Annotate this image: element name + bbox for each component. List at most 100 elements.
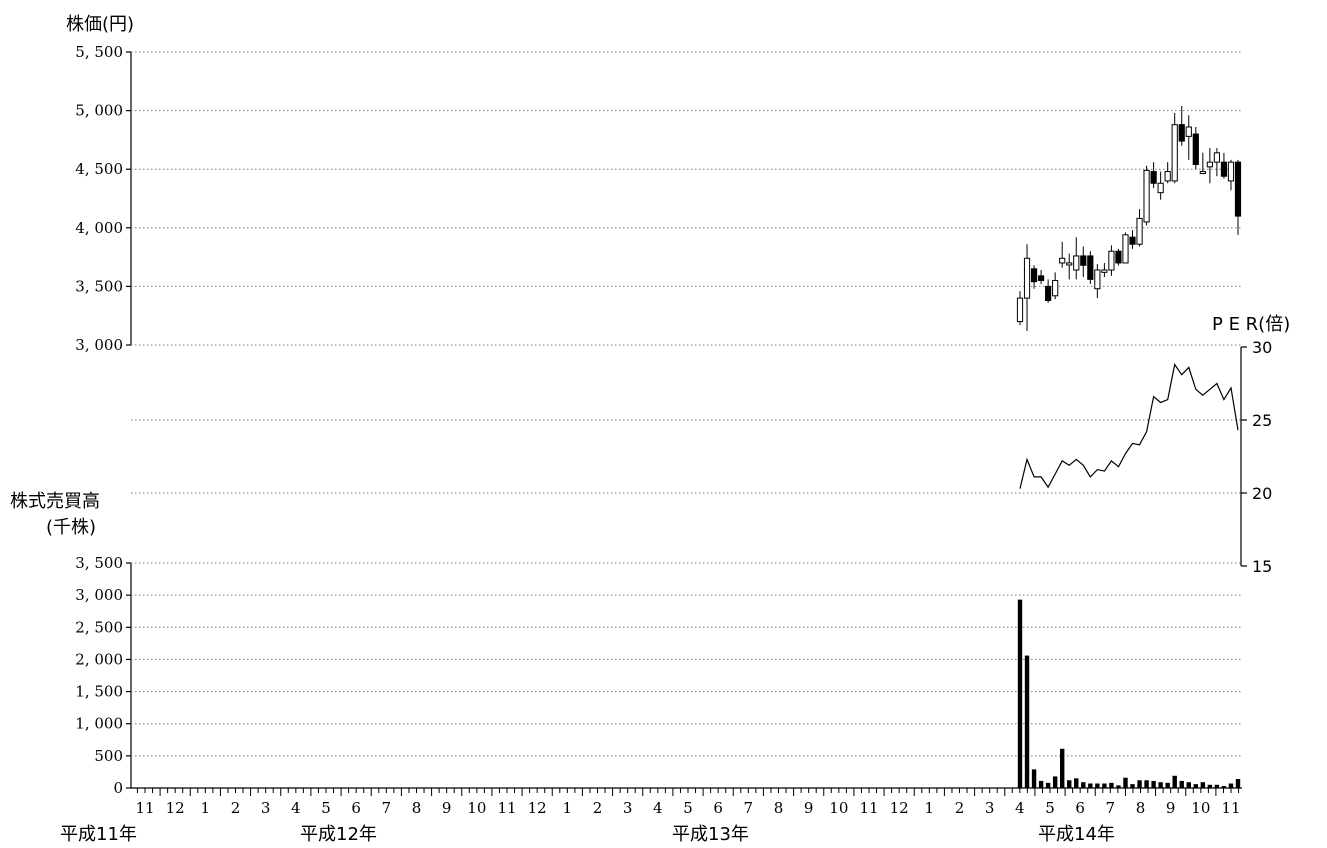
month-axis: 11 12 1 2 3 4 5 6 7 8 9 10 11 12 1 2 3 4 5 6 7 8 9 10 11 12 1 2 3 4 5 6… xyxy=(135,788,1241,817)
month-label: 8 xyxy=(412,799,422,817)
candle-body-up xyxy=(1185,126,1192,137)
price-tick-label: 5, 000 xyxy=(75,102,123,120)
volume-bar xyxy=(1059,748,1065,788)
month-label: 2 xyxy=(955,799,965,817)
price-tick-label: 4, 500 xyxy=(75,160,123,178)
volume-bar xyxy=(1172,775,1177,788)
candle-body-up xyxy=(1059,257,1066,264)
volume-tick-label: 500 xyxy=(94,747,123,765)
price-tick-label: 3, 500 xyxy=(75,277,123,295)
month-label: 5 xyxy=(321,799,331,817)
month-label: 2 xyxy=(231,799,241,817)
volume-bar xyxy=(1095,783,1100,788)
per-axis-title: P E R(倍) xyxy=(1212,314,1290,335)
volume-tick-label: 1, 000 xyxy=(75,715,123,733)
volume-bar xyxy=(1130,784,1135,788)
month-label: 6 xyxy=(713,799,723,817)
candle-body-down xyxy=(1150,171,1157,184)
volume-tick-label: 3, 000 xyxy=(75,586,123,604)
era-labels: 平成11年 平成12年 平成13年 平成14年 xyxy=(60,824,1115,845)
volume-bar xyxy=(1045,782,1051,788)
month-label: 3 xyxy=(261,799,271,817)
candle-body-up xyxy=(1052,280,1059,297)
month-label: 10 xyxy=(467,799,486,817)
volume-bar xyxy=(1151,780,1156,788)
month-label: 11 xyxy=(135,799,154,817)
volume-bar xyxy=(1017,599,1023,788)
volume-bar xyxy=(1186,782,1191,788)
price-tick-label: 4, 000 xyxy=(75,219,123,237)
candle-body-up xyxy=(1143,169,1150,223)
candle-body-down xyxy=(1192,133,1199,166)
volume-bar xyxy=(1024,655,1030,788)
candle-body-up xyxy=(1094,269,1101,290)
candle-body-up xyxy=(1157,182,1164,194)
month-label: 11 xyxy=(859,799,878,817)
volume-tick-label: 1, 500 xyxy=(75,683,123,701)
month-label: 7 xyxy=(1106,799,1116,817)
month-label: 11 xyxy=(497,799,516,817)
candle-body-up xyxy=(1066,262,1073,266)
volume-bar xyxy=(1116,785,1121,788)
per-ticks: 15 20 25 30 xyxy=(1241,338,1272,576)
price-ticks: 3, 000 3, 500 4, 000 4, 500 5, 000 5, 500 xyxy=(75,43,131,354)
candle-body-up xyxy=(1108,250,1115,271)
volume-bar xyxy=(1228,783,1234,788)
volume-tick-label: 2, 000 xyxy=(75,650,123,668)
month-label: 7 xyxy=(744,799,754,817)
month-label: 7 xyxy=(382,799,392,817)
volume-bar xyxy=(1235,779,1241,788)
candle-body-down xyxy=(1087,255,1094,280)
month-label: 1 xyxy=(925,799,935,817)
month-label: 1 xyxy=(201,799,211,817)
per-tick-label: 20 xyxy=(1252,484,1272,503)
per-tick-label: 30 xyxy=(1252,338,1272,357)
volume-bar xyxy=(1102,783,1107,788)
volume-bar xyxy=(1214,784,1220,788)
candle-body-up xyxy=(1101,269,1108,273)
volume-bar xyxy=(1221,786,1227,788)
month-label: 8 xyxy=(1136,799,1146,817)
volume-bar xyxy=(1144,780,1149,788)
volume-bar xyxy=(1207,784,1213,788)
candle-body-down xyxy=(1045,285,1052,301)
price-axis-title: 株価(円) xyxy=(66,14,134,35)
candle-body-up xyxy=(1227,161,1235,182)
candle-body-up xyxy=(1206,161,1213,168)
candle-body-down xyxy=(1234,161,1242,217)
era-label: 平成12年 xyxy=(300,824,377,845)
candle-body-down xyxy=(1080,255,1087,266)
month-label: 5 xyxy=(683,799,693,817)
volume-bar xyxy=(1200,782,1206,788)
volume-bar xyxy=(1052,776,1058,788)
month-label: 4 xyxy=(291,799,301,817)
per-tick-label: 25 xyxy=(1252,411,1272,430)
month-label: 1 xyxy=(563,799,573,817)
month-label: 3 xyxy=(985,799,995,817)
volume-bar xyxy=(1088,783,1093,788)
month-label: 9 xyxy=(804,799,814,817)
candle-body-down xyxy=(1129,236,1136,245)
era-label: 平成13年 xyxy=(672,824,749,845)
month-label: 9 xyxy=(1166,799,1176,817)
month-label: 4 xyxy=(653,799,663,817)
volume-tick-label: 0 xyxy=(113,779,123,797)
candle-body-up xyxy=(1073,255,1080,271)
volume-bar xyxy=(1193,784,1199,788)
per-line-series xyxy=(1019,362,1239,489)
volume-bar xyxy=(1137,780,1142,788)
per-tick-label: 15 xyxy=(1252,557,1272,576)
month-label: 11 xyxy=(1221,799,1240,817)
volume-bar xyxy=(1109,782,1114,788)
month-label: 2 xyxy=(593,799,603,817)
era-label: 平成11年 xyxy=(60,824,137,845)
month-label: 12 xyxy=(890,799,909,817)
volume-ticks: 0 500 1, 000 1, 500 2, 000 2, 500 3, 000 3, 500 xyxy=(75,554,131,797)
month-label: 9 xyxy=(442,799,452,817)
price-tick-label: 5, 500 xyxy=(75,43,123,61)
volume-bar xyxy=(1074,778,1079,788)
candle-body-up xyxy=(1171,124,1178,182)
per-line xyxy=(1019,362,1239,489)
volume-tick-label: 2, 500 xyxy=(75,618,123,636)
